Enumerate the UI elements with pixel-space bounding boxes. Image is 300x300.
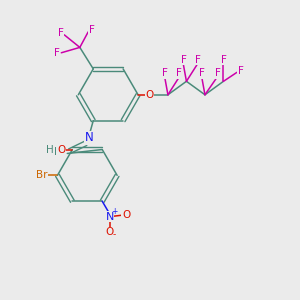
Text: N: N <box>106 212 114 222</box>
Text: F: F <box>220 55 226 65</box>
Text: F: F <box>89 25 95 35</box>
Text: H: H <box>46 145 53 154</box>
Text: F: F <box>176 68 182 78</box>
Text: F: F <box>238 66 244 76</box>
Text: O: O <box>145 90 154 100</box>
Text: O: O <box>106 227 114 237</box>
Text: +: + <box>111 208 118 217</box>
Text: Br: Br <box>36 170 48 180</box>
Text: F: F <box>181 55 186 65</box>
Text: N: N <box>84 131 93 144</box>
Text: F: F <box>199 68 205 78</box>
Text: F: F <box>58 28 64 38</box>
Text: -: - <box>113 230 116 239</box>
Text: F: F <box>162 68 168 78</box>
Text: F: F <box>214 68 220 78</box>
Text: F: F <box>195 55 201 65</box>
Text: H: H <box>54 147 62 157</box>
Text: O: O <box>122 210 130 220</box>
Text: F: F <box>54 48 60 58</box>
Text: O: O <box>57 145 65 154</box>
